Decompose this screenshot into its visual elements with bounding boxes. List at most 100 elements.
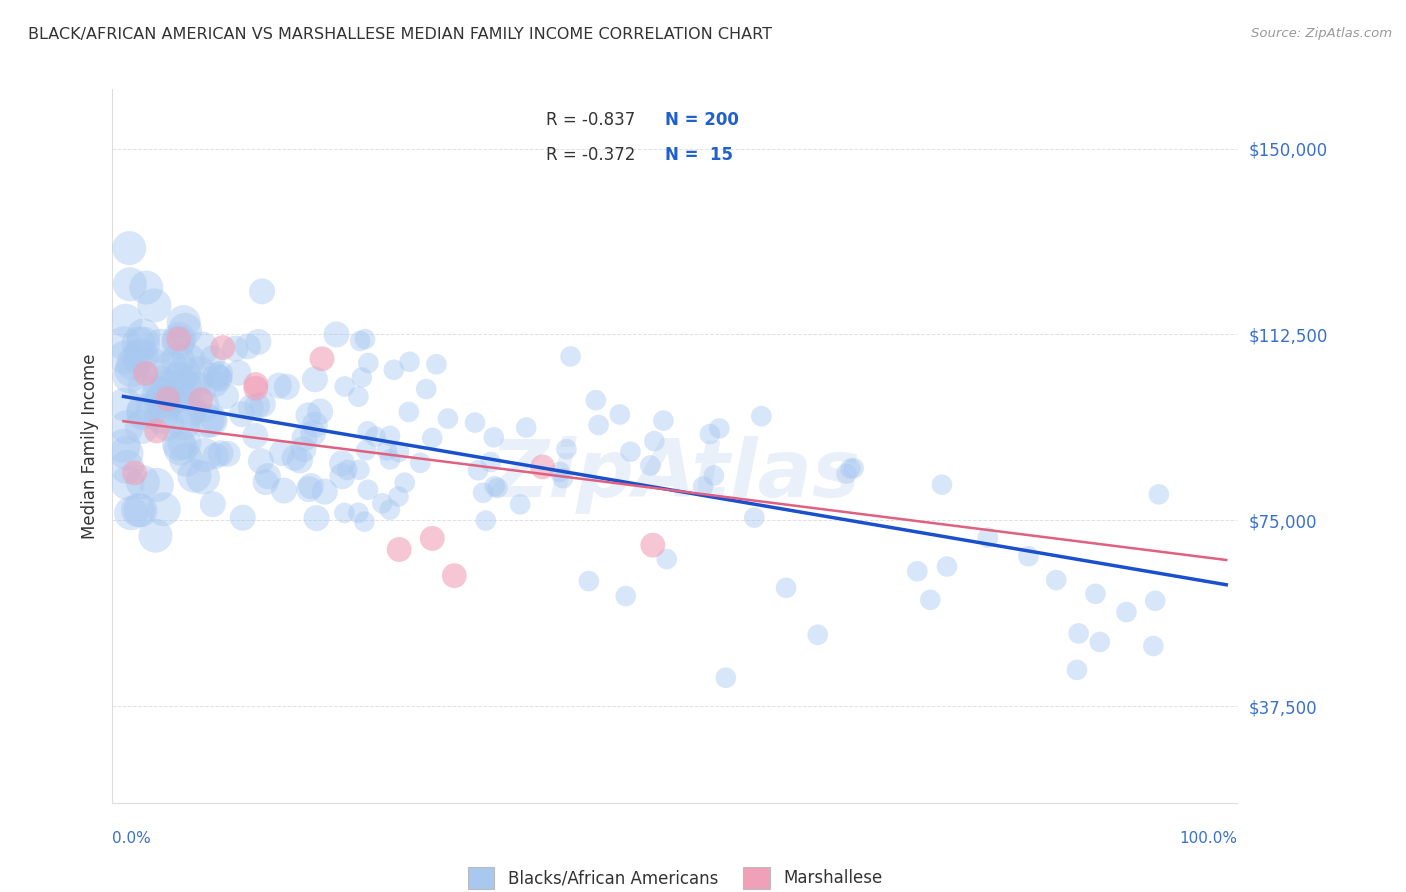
Point — [1115, 605, 1137, 619]
Point — [302, 426, 325, 441]
Point — [202, 412, 225, 426]
Point — [173, 436, 195, 450]
Point — [692, 479, 714, 493]
Point — [703, 468, 725, 483]
Point — [188, 366, 211, 380]
Point — [333, 506, 356, 520]
Point — [585, 393, 607, 408]
Point — [132, 328, 155, 343]
Point — [148, 385, 170, 400]
Point — [548, 465, 571, 479]
Point — [920, 592, 942, 607]
Point — [354, 443, 377, 458]
Point — [201, 497, 224, 511]
Point — [134, 379, 156, 393]
Point — [204, 376, 226, 391]
Point — [270, 446, 292, 460]
Point — [132, 406, 155, 420]
Point — [152, 502, 174, 516]
Point — [142, 401, 165, 416]
Point — [114, 351, 136, 365]
Point — [239, 401, 262, 415]
Point — [167, 372, 190, 386]
Point — [398, 355, 420, 369]
Point — [349, 334, 371, 348]
Point — [347, 506, 370, 520]
Point — [132, 475, 155, 489]
Point — [354, 332, 377, 346]
Text: R = -0.372: R = -0.372 — [546, 145, 636, 164]
Point — [364, 429, 387, 443]
Point — [132, 403, 155, 417]
Point — [276, 380, 298, 394]
Point — [643, 434, 665, 449]
Point — [179, 402, 201, 417]
Point — [350, 370, 373, 384]
Point — [152, 387, 174, 401]
Point — [112, 439, 135, 453]
Point — [484, 479, 506, 493]
Point — [177, 405, 200, 419]
Point — [560, 350, 582, 364]
Point — [254, 475, 277, 489]
Point — [378, 429, 401, 443]
Point — [641, 538, 664, 552]
Point — [205, 368, 228, 383]
Point — [188, 382, 211, 396]
Point — [371, 496, 394, 510]
Point — [1147, 487, 1170, 501]
Point — [112, 336, 135, 351]
Point — [609, 408, 631, 422]
Point — [515, 420, 537, 434]
Point — [388, 445, 411, 459]
Point — [619, 444, 641, 458]
Point — [299, 479, 322, 493]
Point — [120, 363, 142, 377]
Point — [236, 339, 259, 353]
Point — [294, 431, 316, 445]
Point — [245, 429, 267, 443]
Point — [437, 411, 460, 425]
Point — [156, 417, 179, 431]
Point — [169, 442, 191, 456]
Point — [114, 397, 136, 411]
Point — [167, 332, 190, 346]
Point — [474, 514, 496, 528]
Point — [191, 398, 214, 412]
Point — [150, 394, 173, 409]
Point — [479, 455, 502, 469]
Point — [159, 360, 181, 375]
Point — [1045, 573, 1067, 587]
Point — [127, 503, 149, 517]
Point — [118, 241, 141, 255]
Point — [145, 529, 167, 543]
Point — [314, 484, 336, 499]
Point — [231, 407, 253, 421]
Point — [131, 348, 153, 362]
Point — [118, 369, 141, 384]
Point — [124, 466, 146, 480]
Point — [305, 511, 328, 525]
Point — [201, 351, 224, 366]
Point — [751, 409, 773, 424]
Point — [977, 531, 1000, 545]
Point — [174, 452, 197, 467]
Legend: Blacks/African Americans, Marshallese: Blacks/African Americans, Marshallese — [454, 854, 896, 892]
Point — [336, 463, 359, 477]
Point — [232, 510, 254, 524]
Point — [330, 469, 353, 483]
Point — [551, 471, 574, 485]
Point — [298, 482, 321, 496]
Point — [131, 420, 153, 434]
Point — [464, 416, 486, 430]
Y-axis label: Median Family Income: Median Family Income — [80, 353, 98, 539]
Point — [257, 469, 280, 483]
Point — [149, 339, 172, 353]
Point — [614, 589, 637, 603]
Point — [425, 357, 447, 371]
Point — [184, 374, 207, 388]
Point — [775, 581, 797, 595]
Point — [936, 559, 959, 574]
Point — [311, 351, 333, 366]
Point — [409, 456, 432, 470]
